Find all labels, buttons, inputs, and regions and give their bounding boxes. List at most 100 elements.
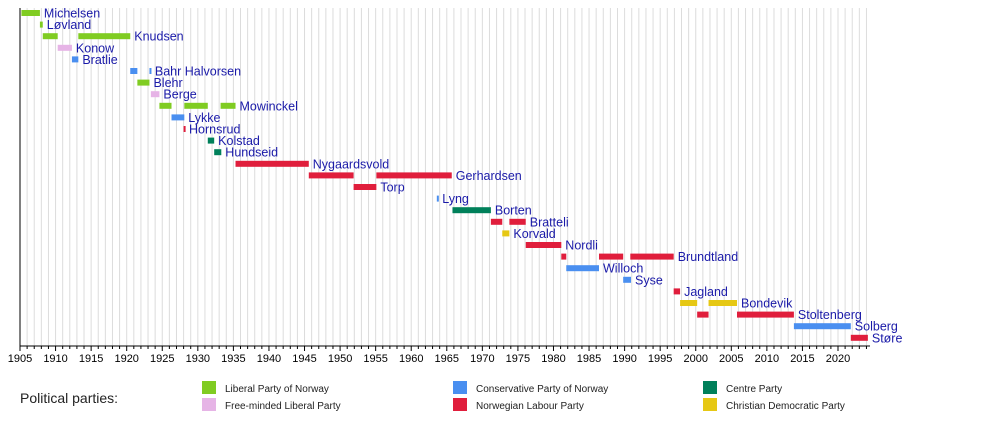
term-bar bbox=[793, 323, 851, 330]
term-bar bbox=[353, 184, 377, 190]
prime-minister-label: Lykke bbox=[188, 111, 220, 125]
x-tick-label: 1995 bbox=[648, 353, 672, 365]
legend-label: Centre Party bbox=[726, 384, 782, 395]
prime-minister-label: Gerhardsen bbox=[456, 169, 522, 183]
term-bar bbox=[376, 172, 452, 179]
x-tick-label: 1915 bbox=[79, 353, 103, 365]
term-bar bbox=[599, 253, 624, 260]
prime-minister-label: Støre bbox=[872, 331, 903, 345]
x-tick-label: 1985 bbox=[577, 353, 601, 365]
prime-minister-label: Løvland bbox=[47, 18, 92, 32]
legend-swatch bbox=[703, 398, 717, 411]
term-bar bbox=[184, 102, 208, 109]
term-bar bbox=[183, 126, 186, 132]
term-bar bbox=[214, 149, 222, 156]
prime-minister-label: Michelsen bbox=[44, 7, 100, 21]
prime-minister-label: Konow bbox=[76, 41, 115, 55]
prime-minister-label: Hundseid bbox=[225, 146, 278, 160]
prime-minister-label: Solberg bbox=[855, 320, 898, 334]
prime-minister-label: Knudsen bbox=[134, 30, 183, 44]
term-bar bbox=[235, 160, 309, 167]
term-bar bbox=[673, 288, 681, 295]
x-tick-label: 2020 bbox=[826, 353, 850, 365]
prime-minister-label: Nygaardsvold bbox=[313, 157, 389, 171]
x-tick-label: 2005 bbox=[719, 353, 743, 365]
term-bar bbox=[150, 91, 160, 98]
term-bar bbox=[137, 79, 150, 86]
x-tick-label: 1925 bbox=[150, 353, 174, 365]
prime-minister-label: Borten bbox=[495, 204, 532, 218]
x-tick-label: 1910 bbox=[43, 353, 67, 365]
term-bar bbox=[490, 218, 503, 225]
term-bar bbox=[42, 33, 58, 40]
x-tick-label: 1920 bbox=[114, 353, 138, 365]
x-tick-label: 1960 bbox=[399, 353, 423, 365]
term-bar bbox=[171, 114, 185, 121]
legend-label: Liberal Party of Norway bbox=[225, 384, 329, 395]
x-tick-label: 1975 bbox=[506, 353, 530, 365]
term-bar bbox=[130, 68, 138, 74]
legend-swatch bbox=[202, 381, 216, 394]
legend-swatch bbox=[703, 381, 717, 394]
term-bar bbox=[509, 218, 526, 225]
x-tick-label: 2010 bbox=[755, 353, 779, 365]
legend-label: Free-minded Liberal Party bbox=[225, 401, 341, 412]
prime-minister-label: Bondevik bbox=[741, 297, 793, 311]
term-bar bbox=[502, 230, 510, 237]
prime-minister-label: Lyng bbox=[442, 192, 469, 206]
legend-label: Conservative Party of Norway bbox=[476, 384, 608, 395]
x-tick-label: 1950 bbox=[328, 353, 352, 365]
term-bar bbox=[850, 334, 868, 341]
prime-minister-label: Torp bbox=[380, 181, 404, 195]
x-tick-label: 1930 bbox=[186, 353, 210, 365]
term-bar bbox=[452, 207, 491, 214]
term-bar bbox=[561, 253, 567, 260]
legend-title: Political parties: bbox=[20, 390, 118, 406]
x-tick-label: 1955 bbox=[363, 353, 387, 365]
term-bar bbox=[566, 265, 600, 272]
legend-swatch bbox=[453, 398, 467, 411]
term-bar bbox=[159, 102, 172, 109]
term-bar bbox=[623, 276, 632, 283]
term-bar bbox=[525, 242, 562, 248]
x-tick-label: 1935 bbox=[221, 353, 245, 365]
x-tick-label: 1905 bbox=[8, 353, 32, 365]
x-tick-label: 1990 bbox=[612, 353, 636, 365]
term-bar bbox=[697, 311, 709, 318]
prime-minister-label: Hornsrud bbox=[189, 123, 240, 137]
x-tick-label: 1940 bbox=[257, 353, 281, 365]
prime-minister-label: Bratlie bbox=[82, 53, 117, 67]
term-bar bbox=[39, 21, 43, 28]
prime-minister-label: Berge bbox=[163, 88, 196, 102]
term-bar bbox=[680, 300, 698, 306]
legend-swatch bbox=[202, 398, 216, 411]
prime-minister-label: Willoch bbox=[603, 262, 643, 276]
x-tick-label: 2000 bbox=[683, 353, 707, 365]
x-tick-label: 1945 bbox=[292, 353, 316, 365]
term-bar bbox=[436, 195, 439, 202]
prime-minister-label: Nordli bbox=[565, 239, 598, 253]
x-tick-label: 1965 bbox=[435, 353, 459, 365]
prime-minister-label: Brundtland bbox=[678, 250, 739, 264]
term-bar bbox=[149, 68, 152, 74]
term-bar bbox=[71, 56, 79, 63]
term-bar bbox=[57, 44, 72, 51]
term-bar bbox=[308, 172, 354, 179]
term-bar bbox=[207, 137, 215, 144]
term-bar bbox=[708, 300, 737, 306]
x-tick-label: 1980 bbox=[541, 353, 565, 365]
prime-minister-label: Bratteli bbox=[530, 215, 569, 229]
legend-swatch bbox=[453, 381, 467, 394]
prime-minister-label: Stoltenberg bbox=[798, 308, 862, 322]
prime-minister-label: Bahr Halvorsen bbox=[155, 65, 241, 79]
prime-minister-label: Syse bbox=[635, 273, 663, 287]
legend-label: Norwegian Labour Party bbox=[476, 401, 584, 412]
term-bar bbox=[21, 10, 40, 16]
term-bar bbox=[220, 102, 236, 109]
legend-label: Christian Democratic Party bbox=[726, 401, 845, 412]
term-bar bbox=[78, 33, 131, 40]
prime-minister-label: Kolstad bbox=[218, 134, 260, 148]
prime-minister-label: Korvald bbox=[513, 227, 555, 241]
x-tick-label: 1970 bbox=[470, 353, 494, 365]
